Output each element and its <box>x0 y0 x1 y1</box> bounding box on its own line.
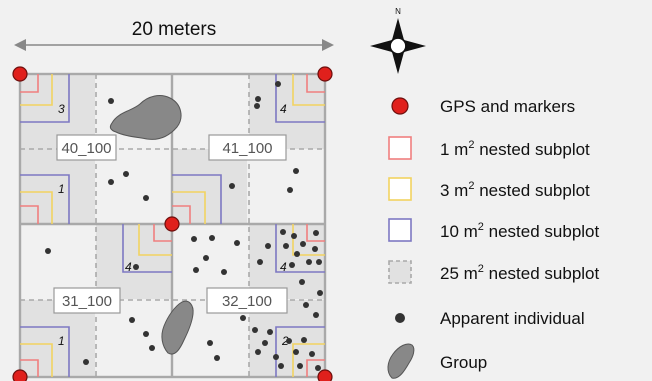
square-outline-icon <box>388 136 412 160</box>
legend-item-individual: Apparent individual <box>395 309 585 328</box>
quadrant-number: 4 <box>125 260 132 274</box>
scale-arrow <box>14 39 334 51</box>
legend-label-25m: 25 m2 nested subplot <box>440 263 600 283</box>
legend-item-gps: GPS and markers <box>391 97 575 116</box>
dashed-square-icon <box>388 260 412 284</box>
scale-title: 20 meters <box>132 19 216 40</box>
legend-label-group: Group <box>440 353 487 372</box>
plot-label-40-100: 40_100 <box>61 140 111 157</box>
dot-icon <box>395 313 405 323</box>
plot-labels: 40_100 41_100 31_100 32_100 <box>53 134 288 314</box>
plot-label-31-100: 31_100 <box>62 293 112 310</box>
quadrant-number: 2 <box>281 334 289 348</box>
legend-label-3m: 3 m2 nested subplot <box>440 180 590 200</box>
legend-label-1m: 1 m2 nested subplot <box>440 139 590 159</box>
red-circle-icon <box>391 97 409 115</box>
legend: GPS and markers 1 m2 nested subplot 3 m2… <box>387 97 600 379</box>
group-blobs <box>109 95 194 355</box>
gps-markers <box>12 66 333 381</box>
legend-item-25m: 25 m2 nested subplot <box>388 260 600 284</box>
quadrant-number: 3 <box>58 102 65 116</box>
quadrant-number: 1 <box>58 182 65 196</box>
nested-subplots <box>20 74 325 377</box>
legend-label-individual: Apparent individual <box>440 309 585 328</box>
individual-dots <box>45 81 323 371</box>
plot-label-41-100: 41_100 <box>222 140 272 157</box>
quadrant-number: 4 <box>280 102 287 116</box>
plot-label-32-100: 32_100 <box>222 293 272 310</box>
quadrant-number: 1 <box>58 334 65 348</box>
square-outline-icon <box>388 177 412 201</box>
blob-icon <box>387 343 415 379</box>
quadrant-number: 4 <box>280 260 287 274</box>
legend-item-10m: 10 m2 nested subplot <box>388 218 600 242</box>
legend-label-gps: GPS and markers <box>440 97 575 116</box>
compass-rose-icon: N <box>370 7 426 74</box>
legend-item-3m: 3 m2 nested subplot <box>388 177 590 201</box>
legend-label-10m: 10 m2 nested subplot <box>440 221 600 241</box>
legend-item-group: Group <box>387 343 487 379</box>
quadrant-numbers: 3 4 1 4 4 1 2 <box>58 102 289 348</box>
north-label: N <box>395 7 401 16</box>
legend-item-1m: 1 m2 nested subplot <box>388 136 590 160</box>
square-outline-icon <box>388 218 412 242</box>
